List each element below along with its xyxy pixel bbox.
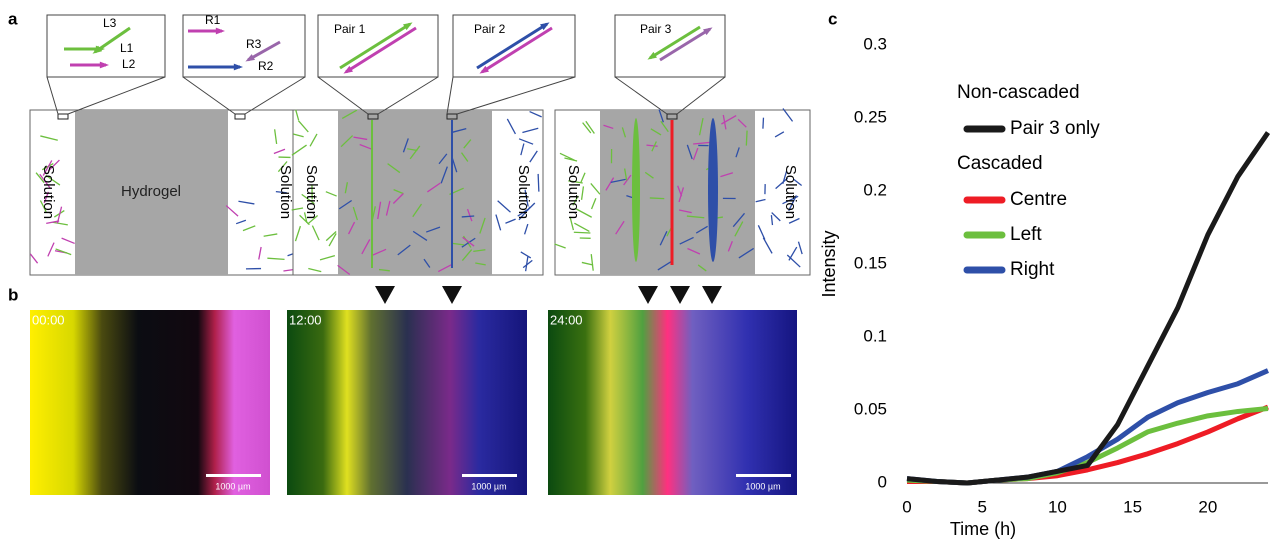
y-tick-label: 0.2 [863, 180, 887, 199]
legend-label: Pair 3 only [1010, 118, 1100, 139]
micrograph [287, 310, 527, 495]
zoom-line [47, 77, 165, 114]
strand-label: L1 [120, 41, 134, 55]
chart: 0 0.05 0.1 0.15 0.2 0.25 0.3 0 5 10 15 20 Time (h) In… [819, 34, 1268, 538]
strand [538, 174, 539, 192]
strand-label: Pair 3 [640, 22, 672, 36]
scale-bar [736, 474, 791, 477]
y-axis-title: Intensity [819, 230, 839, 297]
band [632, 118, 640, 262]
y-tick-label: 0 [878, 472, 887, 491]
hydrogel [338, 110, 492, 275]
x-tick-label: 20 [1198, 497, 1217, 516]
strand-label: R1 [205, 13, 221, 27]
solution-label: Solution [515, 165, 532, 219]
series-line [907, 407, 1268, 483]
strand-label: R3 [246, 37, 262, 51]
zoom-line [447, 77, 575, 114]
y-tick-label: 0.1 [863, 326, 887, 345]
hydrogel [600, 110, 755, 275]
x-tick-label: 5 [977, 497, 986, 516]
timestamp: 24:00 [550, 312, 583, 327]
y-tick-label: 0.3 [863, 34, 887, 53]
scale-label: 1000 µm [215, 481, 250, 491]
hydrogel-label: Hydrogel [121, 183, 181, 200]
strand-label: L3 [103, 16, 117, 30]
panel-label: b [8, 285, 18, 304]
solution-label: Solution [40, 165, 57, 219]
strand [574, 232, 591, 233]
x-axis-title: Time (h) [950, 519, 1016, 539]
scale-label: 1000 µm [745, 481, 780, 491]
x-tick-label: 0 [902, 497, 911, 516]
strand [763, 118, 764, 129]
y-tick-label: 0.25 [854, 107, 887, 126]
band [708, 118, 718, 262]
panel-label: a [8, 9, 18, 28]
schematic: Solution Solution Solution Solution Solution… [30, 13, 810, 275]
panel-label: c [828, 9, 837, 28]
scale-label: 1000 µm [471, 481, 506, 491]
legend-heading: Non-cascaded [957, 82, 1080, 103]
micrograph [548, 310, 797, 495]
solution-label: Solution [782, 165, 799, 219]
zoom-line [615, 77, 725, 114]
legend-label: Right [1010, 259, 1055, 280]
solution-label: Solution [277, 165, 294, 219]
y-tick-label: 0.05 [854, 399, 887, 418]
strand [650, 198, 664, 199]
timestamp: 00:00 [32, 312, 65, 327]
strand [462, 216, 474, 217]
legend-heading: Cascaded [957, 153, 1043, 174]
scale-bar [462, 474, 517, 477]
micrographs: 00:00 12:00 24:00 1000 µm 1000 µm 1000 µ… [30, 286, 797, 495]
strand [746, 131, 747, 146]
scale-bar [206, 474, 261, 477]
timestamp: 12:00 [289, 312, 322, 327]
solution-label: Solution [303, 165, 320, 219]
arrowhead [375, 286, 722, 304]
strand-label: R2 [258, 59, 274, 73]
strand-label: Pair 2 [474, 22, 506, 36]
y-tick-label: 0.15 [854, 253, 887, 272]
solution-label: Solution [565, 165, 582, 219]
strand-label: Pair 1 [334, 22, 366, 36]
legend-label: Left [1010, 224, 1042, 245]
x-tick-label: 10 [1048, 497, 1067, 516]
zoom-line [318, 77, 438, 114]
strand-label: L2 [122, 57, 136, 71]
legend-label: Centre [1010, 189, 1067, 210]
micrograph [30, 310, 270, 495]
x-tick-label: 15 [1123, 497, 1142, 516]
zoom-line [183, 77, 305, 114]
